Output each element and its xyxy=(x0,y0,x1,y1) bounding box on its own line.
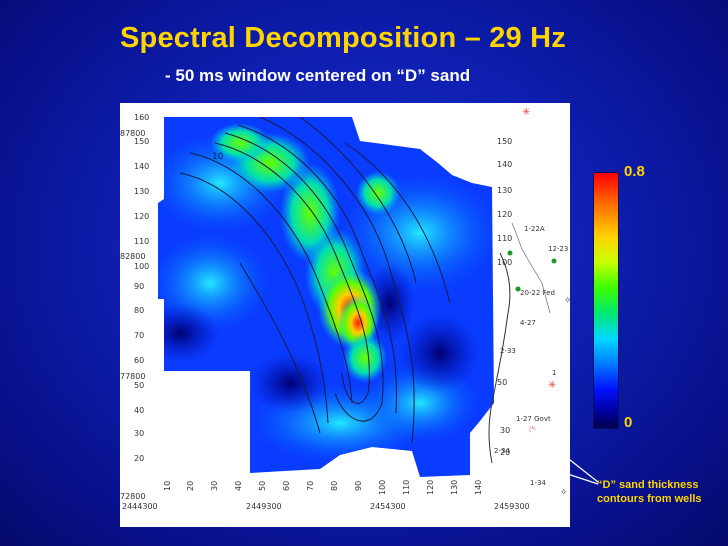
y-coordinate-label: 72800 xyxy=(120,492,145,501)
x-coordinate-label: 2454300 xyxy=(370,502,406,511)
well-label: 2-34 xyxy=(494,447,510,455)
bottom-axis-label: 60 xyxy=(282,481,291,491)
slide-title: Spectral Decomposition – 29 Hz xyxy=(120,22,566,54)
right-axis-label: 50 xyxy=(497,378,507,387)
bottom-axis-label: 140 xyxy=(474,480,483,495)
bottom-axis-label: 70 xyxy=(306,481,315,491)
well-label: 12-23 xyxy=(548,245,568,253)
y-axis-label: 130 xyxy=(134,187,149,196)
bottom-axis-label: 90 xyxy=(354,481,363,491)
x-coordinate-label: 2444300 xyxy=(122,502,158,511)
star-icon: ✧ xyxy=(560,488,568,498)
right-axis-label: 120 xyxy=(497,210,512,219)
left-axis: 160 150 140 130 120 110 100 90 80 70 60 … xyxy=(120,113,149,501)
well-label: 1-34 xyxy=(530,479,546,487)
bottom-axis-label: 20 xyxy=(186,481,195,491)
bottom-axis-label: 80 xyxy=(330,481,339,491)
annotation-line: contours from wells xyxy=(597,493,702,505)
arrow-line xyxy=(515,456,599,485)
seismic-map-canvas: 160 150 140 130 120 110 100 90 80 70 60 … xyxy=(120,107,570,511)
y-axis-label: 50 xyxy=(134,381,144,390)
y-axis-label: 90 xyxy=(134,282,144,291)
y-axis-label: 60 xyxy=(134,356,144,365)
x-coordinate-label: 2449300 xyxy=(246,502,282,511)
y-coordinate-label: 77800 xyxy=(120,372,145,381)
seismic-map: 160 150 140 130 120 110 100 90 80 70 60 … xyxy=(120,103,570,527)
bottom-axis: 10 20 30 40 50 60 70 80 90 100 110 120 1… xyxy=(122,480,530,511)
colorbar xyxy=(593,172,619,429)
x-coordinate-label: 2459300 xyxy=(494,502,530,511)
y-coordinate-label: 87800 xyxy=(120,129,145,138)
y-axis-label: 40 xyxy=(134,406,144,415)
y-axis-label: 80 xyxy=(134,306,144,315)
well-label: 1-22A xyxy=(524,225,545,233)
right-axis-label: 140 xyxy=(497,160,512,169)
bottom-axis-label: 130 xyxy=(450,480,459,495)
well-label: 1 xyxy=(552,369,556,377)
bottom-axis-label: 10 xyxy=(163,481,172,491)
well-label: 2-33 xyxy=(500,347,516,355)
colorbar-max-label: 0.8 xyxy=(624,163,645,180)
well-label: 4-27 xyxy=(520,319,536,327)
bottom-axis-label: 100 xyxy=(378,480,387,495)
y-axis-label: 110 xyxy=(134,237,149,246)
y-axis-label: 120 xyxy=(134,212,149,221)
arrow-head-icon xyxy=(528,427,536,434)
well-label: 20-22 Fed xyxy=(520,289,555,297)
y-axis-label: 160 xyxy=(134,113,149,122)
y-axis-label: 140 xyxy=(134,162,149,171)
bottom-axis-label: 50 xyxy=(258,481,267,491)
right-axis-label: 150 xyxy=(497,137,512,146)
right-axis-label: 130 xyxy=(497,186,512,195)
y-axis-label: 70 xyxy=(134,331,144,340)
right-axis-label: 30 xyxy=(500,426,510,435)
bottom-axis-label: 30 xyxy=(210,481,219,491)
y-axis-label: 100 xyxy=(134,262,149,271)
star-icon: ✧ xyxy=(564,296,570,306)
y-axis-label: 20 xyxy=(134,454,144,463)
colorbar-min-label: 0 xyxy=(624,414,633,431)
annotation-text: “D” sand thickness contours from wells xyxy=(597,478,702,506)
arrow-line xyxy=(531,429,599,483)
star-icon: ✳ xyxy=(548,380,556,391)
y-coordinate-label: 82800 xyxy=(120,252,145,261)
y-axis-label: 30 xyxy=(134,429,144,438)
bottom-axis-label: 110 xyxy=(402,480,411,495)
slide-subtitle: - 50 ms window centered on “D” sand xyxy=(165,66,471,85)
bottom-axis-label: 40 xyxy=(234,481,243,491)
right-axis-label: 20 xyxy=(500,448,510,457)
well-label: 1-27 Govt xyxy=(516,415,551,423)
right-axis-label: 110 xyxy=(497,234,512,243)
y-axis-label: 150 xyxy=(134,137,149,146)
star-icon: ✳ xyxy=(522,107,530,118)
contour-label: 10 xyxy=(212,152,224,162)
annotation-line: “D” sand thickness xyxy=(597,479,699,491)
arrow-head-icon xyxy=(511,455,520,460)
bottom-axis-label: 120 xyxy=(426,480,435,495)
